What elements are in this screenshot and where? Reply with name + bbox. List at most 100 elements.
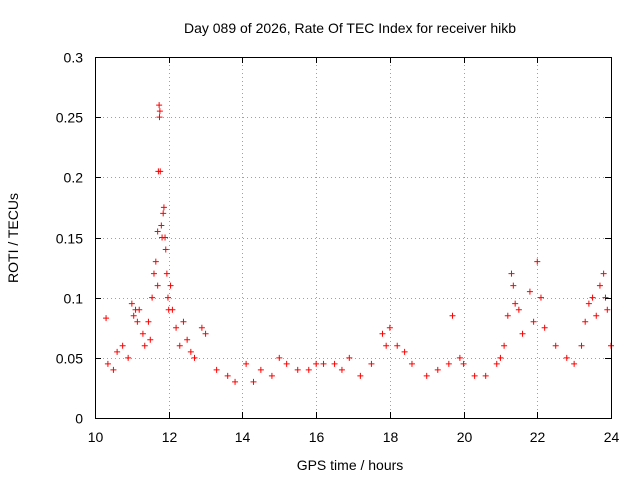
data-point — [154, 228, 161, 235]
data-points — [103, 102, 614, 385]
data-point — [147, 336, 154, 343]
data-point — [250, 378, 257, 385]
data-point — [162, 246, 169, 253]
data-point — [158, 222, 165, 229]
data-point — [167, 282, 174, 289]
data-point — [368, 360, 375, 367]
data-point — [152, 258, 159, 265]
data-point — [541, 324, 548, 331]
y-tick-label: 0.2 — [64, 170, 84, 186]
data-point — [160, 204, 167, 211]
data-point — [160, 210, 167, 217]
data-point — [114, 348, 121, 355]
data-point — [283, 360, 290, 367]
data-point — [180, 318, 187, 325]
data-point — [164, 294, 171, 301]
data-point — [156, 102, 163, 109]
data-point — [224, 372, 231, 379]
data-point — [187, 348, 194, 355]
data-point — [139, 330, 146, 337]
data-point — [582, 318, 589, 325]
data-point — [482, 372, 489, 379]
data-point — [125, 354, 132, 361]
data-point — [156, 114, 163, 121]
data-point — [130, 312, 137, 319]
data-point — [320, 360, 327, 367]
data-point — [497, 354, 504, 361]
data-point — [149, 294, 156, 301]
data-point — [313, 360, 320, 367]
data-point — [386, 324, 393, 331]
data-point — [150, 270, 157, 277]
data-point — [379, 330, 386, 337]
data-point — [184, 336, 191, 343]
data-point — [493, 360, 500, 367]
data-point — [571, 360, 578, 367]
data-point — [157, 168, 164, 175]
data-point — [552, 342, 559, 349]
y-axis-label: ROTI / TECUs — [5, 193, 21, 283]
data-point — [202, 330, 209, 337]
data-point — [346, 354, 353, 361]
data-point — [585, 300, 592, 307]
data-point — [198, 324, 205, 331]
data-point — [510, 282, 517, 289]
x-tick-label: 14 — [235, 429, 251, 445]
data-point — [449, 312, 456, 319]
grid — [95, 57, 611, 418]
data-point — [104, 360, 111, 367]
plot-frame — [95, 57, 612, 419]
data-point — [145, 318, 152, 325]
data-point — [519, 330, 526, 337]
data-point — [268, 372, 275, 379]
x-tick-label: 18 — [383, 429, 399, 445]
data-point — [162, 234, 169, 241]
data-point — [526, 288, 533, 295]
data-point — [213, 366, 220, 373]
data-point — [423, 372, 430, 379]
data-point — [563, 354, 570, 361]
data-point — [294, 366, 301, 373]
data-point — [163, 270, 170, 277]
data-point — [136, 306, 143, 313]
data-point — [141, 342, 148, 349]
data-point — [537, 294, 544, 301]
data-point — [257, 366, 264, 373]
data-point — [604, 306, 611, 313]
data-point — [445, 360, 452, 367]
data-point — [504, 312, 511, 319]
x-axis-label: GPS time / hours — [297, 457, 404, 473]
data-point — [176, 342, 183, 349]
data-point — [589, 294, 596, 301]
data-point — [156, 108, 163, 115]
data-point — [456, 354, 463, 361]
data-point — [602, 294, 609, 301]
data-point — [534, 258, 541, 265]
data-point — [191, 354, 198, 361]
data-point — [471, 372, 478, 379]
axis-ticks: 10 12 14 16 18 20 22 24 0 0.05 0.1 0.15 0.2 0.25 0.3 — [56, 50, 620, 446]
data-point — [357, 372, 364, 379]
data-point — [110, 366, 117, 373]
data-point — [276, 354, 283, 361]
chart-title: Day 089 of 2026, Rate Of TEC Index for r… — [184, 20, 516, 36]
data-point — [394, 342, 401, 349]
y-tick-label: 0.25 — [56, 110, 83, 126]
data-point — [103, 315, 110, 322]
data-point — [128, 300, 135, 307]
data-point — [169, 306, 176, 313]
x-tick-label: 24 — [604, 429, 620, 445]
x-tick-label: 22 — [530, 429, 546, 445]
data-point — [515, 306, 522, 313]
data-point — [119, 342, 126, 349]
data-point — [401, 348, 408, 355]
data-point — [154, 282, 161, 289]
data-point — [530, 318, 537, 325]
data-point — [593, 312, 600, 319]
data-point — [338, 366, 345, 373]
data-point — [331, 360, 338, 367]
data-point — [305, 366, 312, 373]
data-point — [512, 300, 519, 307]
x-tick-label: 16 — [309, 429, 325, 445]
